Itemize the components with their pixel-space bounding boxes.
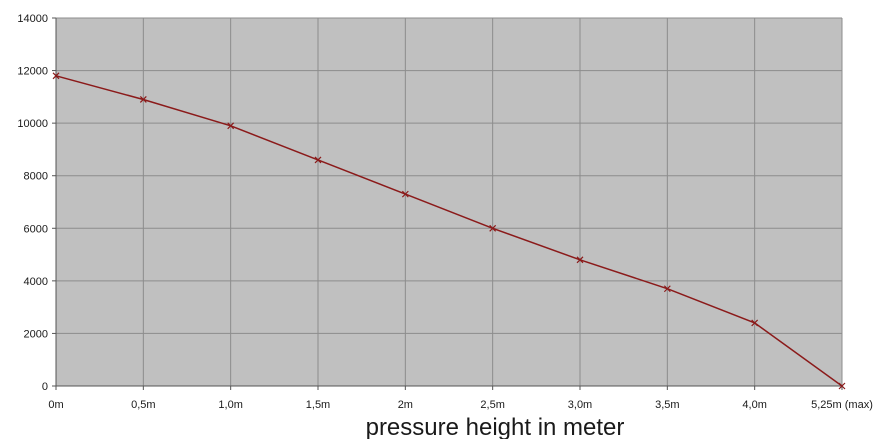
x-tick-label: 3,0m [568, 399, 592, 411]
x-tick-label: 4,0m [742, 399, 766, 411]
data-point-marker [401, 190, 409, 198]
data-point-marker [663, 285, 671, 293]
y-tick-label: 10000 [17, 118, 48, 130]
axes [52, 17, 843, 390]
plot-area [56, 18, 842, 386]
x-tick-label: 0,5m [131, 399, 155, 411]
x-tick-label: 0m [48, 399, 63, 411]
data-point-marker [227, 122, 235, 130]
y-tick-labels: 0 2000 4000 6000 8000 10000 12000 14000 [17, 13, 48, 393]
data-point-marker [751, 319, 759, 327]
data-point-marker [139, 96, 147, 103]
x-tick-label: 1,0m [218, 399, 242, 411]
y-tick-label: 12000 [17, 66, 48, 78]
x-tick-labels: 0m 0,5m 1,0m 1,5m 2m 2,5m 3,0m 3,5m 4,0m 5,25m (m… [48, 399, 873, 411]
data-markers [52, 72, 846, 390]
series-line [55, 75, 843, 387]
y-tick-label: 4000 [24, 276, 48, 288]
x-tick-label: 2m [398, 399, 413, 411]
x-tick-label: 2,5m [480, 399, 504, 411]
y-tick-label: 8000 [24, 171, 48, 183]
x-tick-label: 5,25m (max) [811, 399, 873, 411]
data-point-marker [576, 256, 584, 264]
data-point-marker [314, 156, 322, 164]
y-tick-label: 0 [42, 381, 48, 393]
x-tick-label: 3,5m [655, 399, 679, 411]
y-tick-label: 2000 [24, 328, 48, 340]
y-tick-label: 14000 [17, 13, 48, 25]
x-tick-label: 1,5m [306, 399, 330, 411]
y-tick-label: 6000 [24, 223, 48, 235]
data-point-marker [52, 72, 60, 80]
data-point-marker [838, 382, 846, 390]
x-axis-title: pressure height in meter [366, 414, 625, 439]
data-point-marker [489, 224, 497, 232]
